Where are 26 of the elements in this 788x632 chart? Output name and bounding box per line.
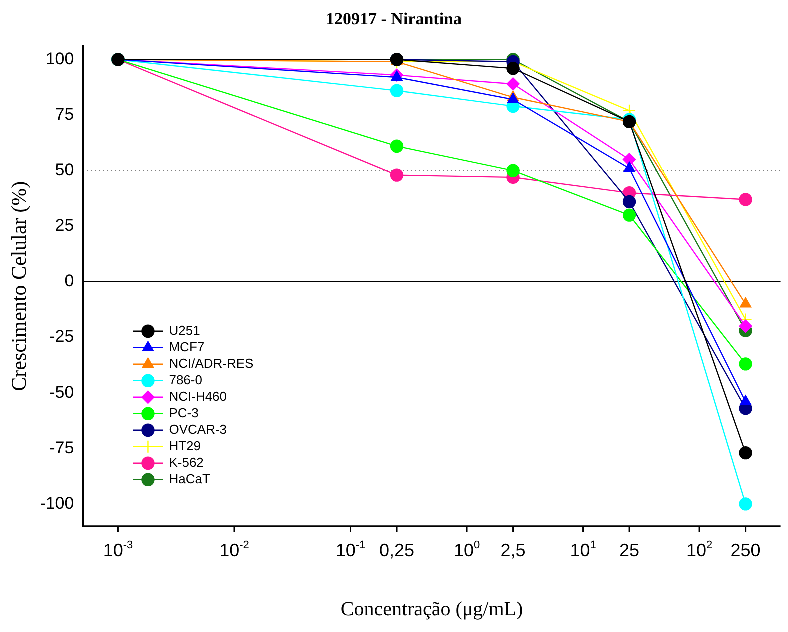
x-axis-title: Concentração (μg/mL) [340, 598, 524, 620]
legend-label: NCI/ADR-RES [169, 356, 254, 371]
y-tick-label: 50 [55, 160, 74, 180]
x-tick-label: 250 [730, 540, 761, 560]
y-tick-label: -75 [50, 438, 74, 458]
y-tick-label: -100 [40, 494, 74, 513]
chart-title: 120917 - Nirantina [326, 10, 462, 29]
y-tick-label: 25 [55, 216, 74, 236]
x-tick-label: 2,5 [500, 540, 526, 560]
legend-label: PC-3 [169, 405, 199, 420]
x-tick-label: 0,25 [379, 540, 415, 560]
x-tick-label: 25 [620, 540, 640, 560]
legend-label: OVCAR-3 [169, 422, 228, 437]
legend-label: HaCaT [169, 471, 210, 486]
legend-label: 786-0 [169, 372, 202, 388]
y-tick-label: 75 [55, 104, 74, 124]
y-tick-label: -25 [50, 327, 74, 346]
legend-label: MCF7 [169, 339, 205, 354]
y-tick-label: 100 [46, 49, 74, 68]
legend-label: U251 [169, 322, 200, 338]
y-tick-label: -50 [50, 382, 74, 402]
legend-label: K-562 [169, 454, 204, 470]
legend-label: NCI-H460 [169, 388, 228, 404]
y-tick-label: 0 [64, 272, 74, 291]
y-axis-title: Crescimento Celular (%) [7, 181, 32, 392]
legend-label: HT29 [169, 438, 202, 454]
